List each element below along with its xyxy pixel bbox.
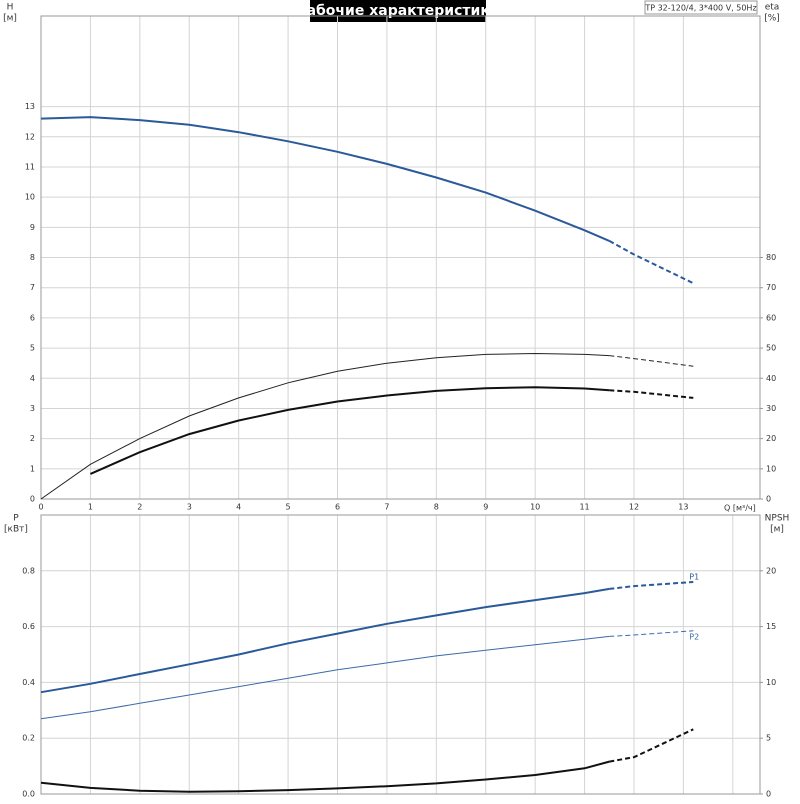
x-tick-label: 6 xyxy=(335,503,340,512)
series-line xyxy=(609,630,694,637)
y-tick-label: 0.4 xyxy=(22,678,35,687)
y2-tick-label: 70 xyxy=(766,283,776,292)
x-tick-label: 1 xyxy=(88,503,93,512)
annotation: TP 32-120/4, 3*400 V, 50Hz xyxy=(644,4,756,13)
x-tick-label: 11 xyxy=(579,503,589,512)
y-tick-label: 0.8 xyxy=(22,566,35,575)
y2-tick-label: 0 xyxy=(766,790,771,799)
y-tick-label: 8 xyxy=(30,253,35,262)
series-line xyxy=(40,635,610,720)
series-line xyxy=(40,587,610,694)
y2-tick-label: 10 xyxy=(766,678,776,687)
y2-tick-label: 15 xyxy=(766,622,776,631)
y-tick-label: 1 xyxy=(30,464,35,473)
y2-tick-label: 50 xyxy=(766,344,776,353)
x-tick-label: 4 xyxy=(236,503,241,512)
series-line xyxy=(40,352,610,500)
chart-title: Рабочие характеристики xyxy=(296,3,499,19)
y-tick-label: 9 xyxy=(30,223,35,232)
y-tick-label: 10 xyxy=(25,193,35,202)
y-axis-label: H xyxy=(7,3,14,13)
y2-tick-label: 10 xyxy=(766,464,776,473)
y2-tick-label: 60 xyxy=(766,313,776,322)
series-line xyxy=(608,240,694,285)
y-tick-label: 0.2 xyxy=(22,734,35,743)
y2-axis-unit: [м] xyxy=(770,525,784,535)
x-tick-label: 9 xyxy=(483,503,488,512)
plot-frame xyxy=(40,15,761,500)
x-tick-label: 2 xyxy=(137,503,142,512)
series-line xyxy=(609,389,694,399)
x-tick-label: 3 xyxy=(187,503,192,512)
series-line xyxy=(89,386,610,475)
y2-tick-label: 20 xyxy=(766,566,776,575)
x-tick-label: 13 xyxy=(678,503,688,512)
series-line xyxy=(40,760,610,793)
x-tick-label: 0 xyxy=(38,503,43,512)
x-axis-label: Q [м³/ч] xyxy=(724,504,756,513)
y-tick-label: 0 xyxy=(30,495,35,504)
x-tick-label: 10 xyxy=(530,503,540,512)
y-tick-label: 11 xyxy=(25,162,35,171)
y2-axis-label: NPSH xyxy=(765,514,790,524)
y2-tick-label: 5 xyxy=(766,734,771,743)
y2-tick-label: 30 xyxy=(766,404,776,413)
series-line xyxy=(609,355,694,367)
x-tick-label: 8 xyxy=(434,503,439,512)
y-tick-label: 3 xyxy=(30,404,35,413)
annotation-box xyxy=(644,0,758,15)
y-tick-label: 2 xyxy=(30,434,35,443)
x-tick-label: 12 xyxy=(629,503,639,512)
series-line xyxy=(609,581,694,590)
y-tick-label: 6 xyxy=(30,313,35,322)
series-label: P1 xyxy=(689,572,699,581)
y-axis-unit: [кВт] xyxy=(4,525,28,535)
series-line xyxy=(609,728,694,763)
plot-frame xyxy=(40,514,761,795)
series-line xyxy=(40,116,610,242)
y-tick-label: 12 xyxy=(25,132,35,141)
y2-axis-label: eta xyxy=(765,3,780,13)
y2-tick-label: 0 xyxy=(766,495,771,504)
x-tick-label: 5 xyxy=(286,503,291,512)
series-label: P2 xyxy=(689,632,699,641)
x-tick-label: 7 xyxy=(384,503,389,512)
y-tick-label: 7 xyxy=(30,283,35,292)
y-axis-label: P xyxy=(13,514,19,524)
y-tick-label: 4 xyxy=(30,374,35,383)
y-tick-label: 0.6 xyxy=(22,622,35,631)
y-tick-label: 13 xyxy=(25,102,35,111)
y-tick-label: 5 xyxy=(30,344,35,353)
y-axis-unit: [м] xyxy=(3,14,17,24)
y-tick-label: 0.0 xyxy=(22,790,35,799)
y2-axis-unit: [%] xyxy=(764,14,780,24)
y2-tick-label: 80 xyxy=(766,253,776,262)
y2-tick-label: 20 xyxy=(766,434,776,443)
y2-tick-label: 40 xyxy=(766,374,776,383)
